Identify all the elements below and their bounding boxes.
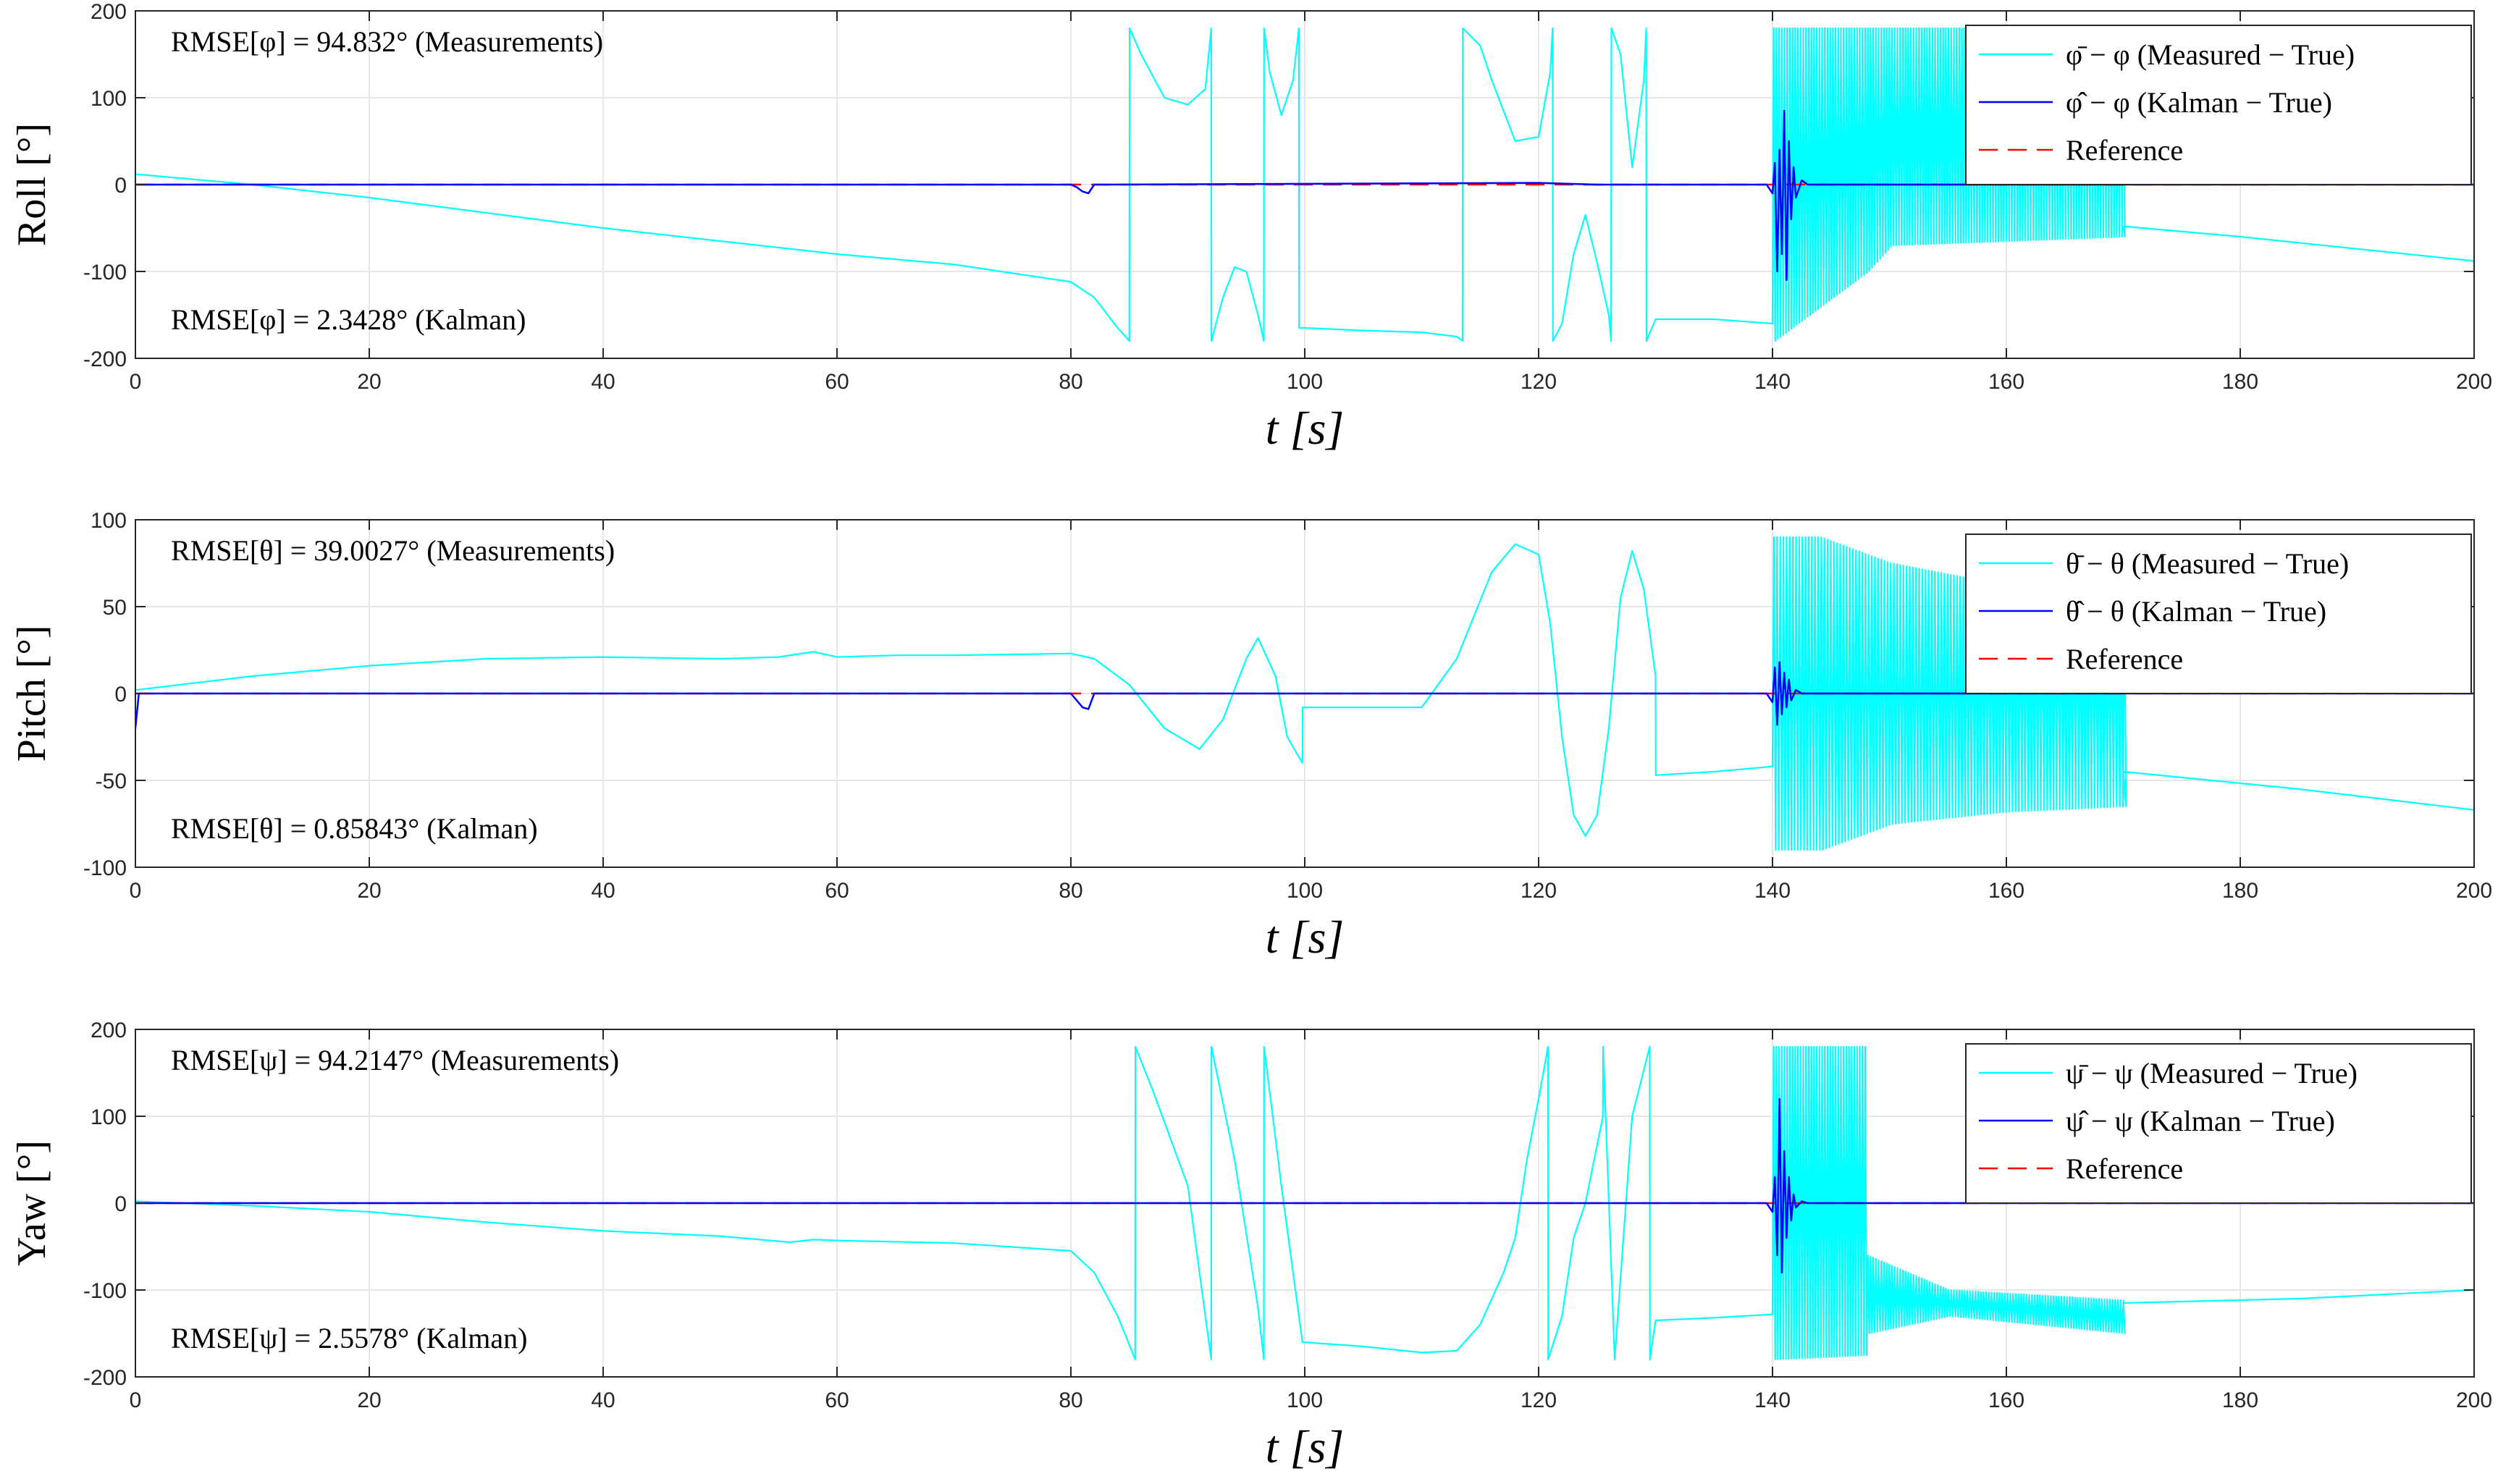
series-kalman-line [135,661,2474,729]
x-tick-label: 120 [1521,879,1557,903]
y-tick-label: -50 [96,770,127,793]
x-tick-label: 140 [1754,370,1791,394]
x-tick-label: 140 [1754,879,1791,903]
x-tick-label: 80 [1059,879,1082,903]
y-tick-label: 50 [103,596,127,620]
y-tick-label: -100 [83,261,127,284]
x-tick-label: 100 [1287,879,1323,903]
series-measured-line [135,536,2474,851]
x-tick-label: 200 [2456,1388,2492,1412]
x-axis-label: t [s] [1266,402,1345,454]
legend-entry-label: ψ̄ − ψ (Measured − True) [2066,1057,2358,1089]
rmse-measurements-annotation: RMSE[ψ] = 94.2147° (Measurements) [171,1044,619,1076]
subplot-2: 0 20 40 60 80 100 120 140 160 180 200 -100 -50 0 50 100… [9,509,2492,963]
y-tick-label: 200 [91,0,127,24]
x-tick-label: 180 [2222,879,2258,903]
legend-box [1965,25,2472,185]
series-measured-line [135,1045,2474,1361]
x-tick-label: 0 [130,370,142,394]
y-axis-label: Pitch [°] [9,625,54,762]
legend-entry-label: Reference [2066,134,2183,166]
y-tick-label: -200 [83,347,127,371]
y-tick-label: 100 [91,87,127,111]
rmse-measurements-annotation: RMSE[φ] = 94.832° (Measurements) [171,25,603,58]
y-tick-label: 0 [114,683,127,707]
rmse-kalman-annotation: RMSE[θ] = 0.85843° (Kalman) [171,812,538,845]
x-tick-label: 160 [1988,370,2024,394]
x-tick-label: 200 [2456,879,2492,903]
rmse-kalman-annotation: RMSE[φ] = 2.3428° (Kalman) [171,303,526,336]
rmse-kalman-annotation: RMSE[ψ] = 2.5578° (Kalman) [171,1322,527,1354]
x-tick-label: 20 [357,879,381,903]
legend: ψ̄ − ψ (Measured − True) ψ̂ − ψ (Kalman −… [1965,1043,2472,1204]
legend-entry-label: θ̄ − θ (Measured − True) [2066,547,2349,580]
rmse-measurements-annotation: RMSE[θ] = 39.0027° (Measurements) [171,534,615,567]
y-axis-label: Roll [°] [9,123,54,246]
legend-box [1965,1043,2472,1204]
y-tick-label: -200 [83,1366,127,1390]
y-tick-label: -100 [83,1279,127,1303]
x-tick-label: 180 [2222,1388,2258,1412]
legend-entry-label: θ̂ − θ (Kalman − True) [2066,595,2326,628]
x-tick-label: 80 [1059,1388,1082,1412]
x-tick-label: 0 [130,879,142,903]
subplot-1: 0 20 40 60 80 100 120 140 160 180 200 -200 -100 0 100 2… [9,0,2492,454]
x-tick-label: 40 [591,370,615,394]
x-tick-label: 40 [591,879,615,903]
y-tick-label: 100 [91,1105,127,1129]
subplot-3: 0 20 40 60 80 100 120 140 160 180 200 -200 -100 0 100 2… [9,1019,2492,1472]
x-tick-label: 100 [1287,1388,1323,1412]
x-tick-label: 60 [825,879,849,903]
x-tick-label: 120 [1521,1388,1557,1412]
legend-entry-label: Reference [2066,643,2183,675]
legend-entry-label: Reference [2066,1152,2183,1185]
legend-entry-label: φ̄ − φ (Measured − True) [2066,38,2355,71]
x-tick-label: 20 [357,370,381,394]
x-tick-label: 140 [1754,1388,1791,1412]
legend: φ̄ − φ (Measured − True) φ̂ − φ (Kalman −… [1965,25,2472,185]
y-tick-label: 100 [91,509,127,533]
x-tick-label: 60 [825,370,849,394]
y-axis-label: Yaw [°] [9,1140,54,1266]
x-tick-label: 20 [357,1388,381,1412]
legend-box [1965,534,2472,694]
x-tick-label: 0 [130,1388,142,1412]
x-tick-label: 120 [1521,370,1557,394]
legend-entry-label: ψ̂ − ψ (Kalman − True) [2066,1105,2335,1137]
series-kalman-line [135,1097,2474,1274]
series-kalman-line [135,109,2474,282]
legend-entry-label: φ̂ − φ (Kalman − True) [2066,86,2332,119]
x-tick-label: 160 [1988,879,2024,903]
y-tick-label: -100 [83,856,127,880]
x-tick-label: 80 [1059,370,1082,394]
x-tick-label: 40 [591,1388,615,1412]
x-tick-label: 60 [825,1388,849,1412]
y-tick-label: 0 [114,174,127,198]
legend: θ̄ − θ (Measured − True) θ̂ − θ (Kalman −… [1965,534,2472,694]
x-tick-label: 100 [1287,370,1323,394]
x-tick-label: 200 [2456,370,2492,394]
x-axis-label: t [s] [1266,911,1345,963]
x-tick-label: 180 [2222,370,2258,394]
y-tick-label: 0 [114,1192,127,1216]
y-tick-label: 200 [91,1019,127,1042]
x-axis-label: t [s] [1266,1421,1345,1472]
x-tick-label: 160 [1988,1388,2024,1412]
